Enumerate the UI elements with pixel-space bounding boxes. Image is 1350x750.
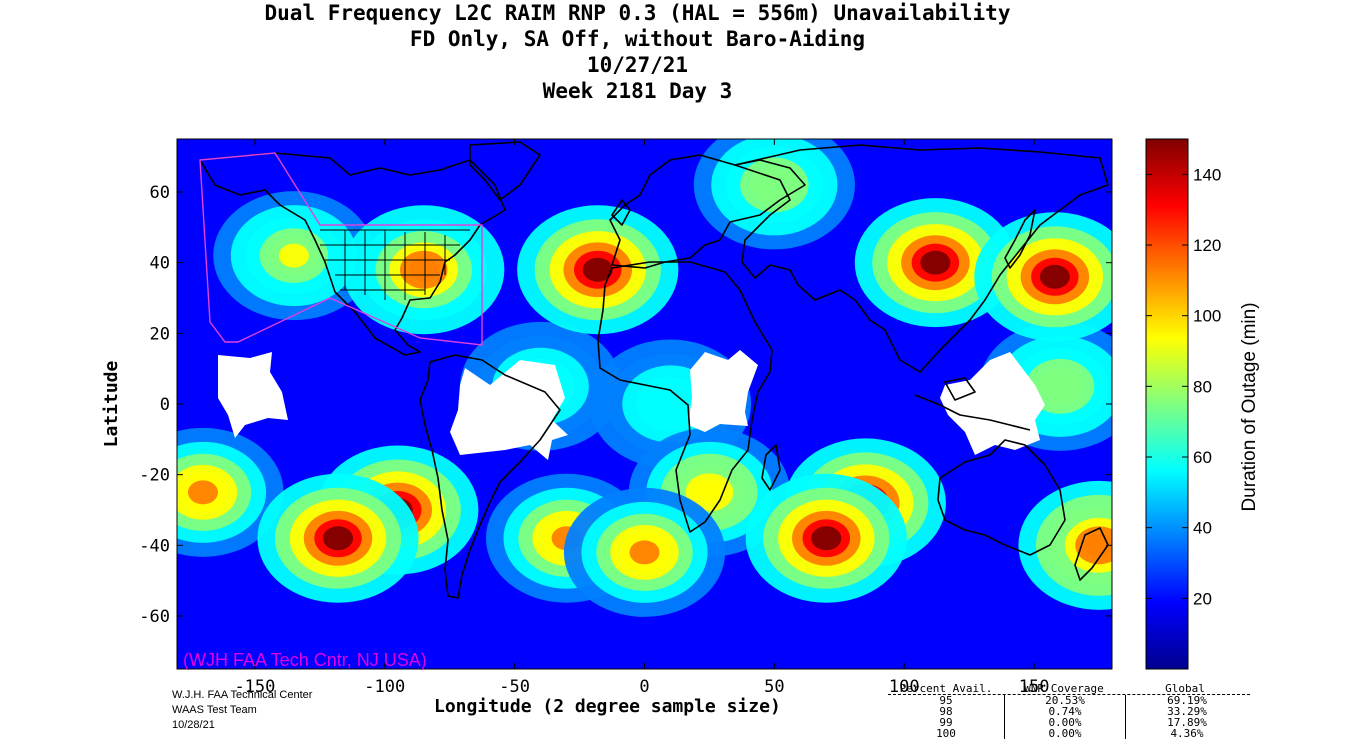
stats-row: 98 0.74% 33.29% (888, 706, 1250, 717)
coastline-europe (609, 154, 806, 269)
stats-header-wnr: WNR Coverage (1024, 682, 1104, 695)
coastline-south-america (419, 354, 561, 599)
coastline-indonesia (914, 377, 1031, 431)
title-line-3: 10/27/21 (586, 53, 689, 77)
y-tick-label: 40 (150, 254, 170, 274)
stats-row: 100 0.00% 4.36% (888, 728, 1250, 739)
stats-cell: 95 (939, 694, 953, 707)
availability-stats-table: Percent Avail. WNR Coverage Global 95 20… (888, 683, 1250, 739)
y-tick-label: -40 (139, 536, 170, 556)
colorbar-tick-label: 40 (1193, 519, 1212, 538)
heatmap (177, 139, 1112, 669)
title-line-1: Dual Frequency L2C RAIM RNP 0.3 (HAL = 5… (264, 1, 1011, 25)
heatmap-hotspot (1039, 264, 1070, 289)
stats-cell: 69.19% (1125, 695, 1248, 706)
stats-cell: 17.89% (1125, 717, 1248, 728)
y-tick-label: -60 (139, 607, 170, 627)
no-data-regions (218, 350, 1045, 460)
coastline-asia (734, 144, 1109, 373)
y-tick-label: 60 (150, 183, 170, 203)
stats-cell: 0.74% (1004, 706, 1125, 717)
heatmap-hotspot (920, 250, 951, 275)
x-tick-label: 100 (889, 677, 920, 697)
coastline-new-zealand (1074, 527, 1109, 581)
coastlines (199, 141, 1109, 599)
stats-cell: 20.53% (1004, 695, 1125, 706)
stats-cell: 98 (939, 705, 953, 718)
chart-title: Dual Frequency L2C RAIM RNP 0.3 (HAL = 5… (0, 0, 1275, 104)
heatmap-hotspot (582, 257, 613, 282)
colorbar-tick-label: 120 (1193, 236, 1221, 255)
x-axis-title: Longitude (2 degree sample size) (434, 696, 781, 717)
colorbar (1145, 138, 1189, 670)
heatmap-hotspot (278, 243, 309, 268)
y-tick-label: 20 (150, 324, 170, 344)
colorbar-tick-label: 60 (1193, 448, 1212, 467)
heatmap-hotspot (323, 526, 354, 551)
y-axis-ticks: 60 40 20 0 -20 -40 -60 (139, 183, 1112, 627)
stats-cell: 4.36% (1125, 728, 1248, 739)
y-axis-title: Latitude (101, 360, 122, 447)
title-line-4: Week 2181 Day 3 (542, 79, 733, 103)
x-tick-label: -50 (499, 677, 530, 697)
stats-cell: 0.00% (1004, 728, 1125, 739)
wnr-region-outline (199, 152, 483, 346)
stats-cell: 100 (936, 727, 956, 740)
x-axis-ticks: -150 -100 -50 0 50 100 150 (234, 139, 1049, 697)
colorbar-ticks: 140 120 100 80 60 40 20 (1146, 165, 1221, 608)
heatmap-hotspot (1045, 374, 1076, 399)
watermark-annotation: (WJH FAA Tech Cntr, NJ USA) (183, 650, 427, 670)
stats-header-row: Percent Avail. WNR Coverage Global (888, 683, 1250, 695)
colorbar-tick-label: 80 (1193, 377, 1212, 396)
x-tick-label: -100 (364, 677, 405, 697)
stats-cell: 99 (939, 716, 953, 729)
x-tick-label: 50 (764, 677, 784, 697)
coastline-africa (597, 261, 773, 533)
colorbar-title: Duration of Outage (min) (1239, 302, 1260, 511)
heatmap-hotspot (694, 480, 725, 505)
y-tick-label: 0 (160, 395, 170, 415)
no-data-region-south-america (450, 360, 568, 460)
coastline-madagascar (761, 444, 781, 491)
heatmap-hotspot (187, 480, 218, 505)
coastline-japan (1004, 209, 1036, 269)
coastline-australia (937, 439, 1066, 556)
footer-line-2: WAAS Test Team (172, 704, 257, 716)
footer-line-3: 10/28/21 (172, 719, 215, 731)
stats-cell: 0.00% (1004, 717, 1125, 728)
no-data-region-indonesia (940, 352, 1045, 455)
coastline-uk (611, 199, 631, 226)
x-tick-label: 150 (1019, 677, 1050, 697)
colorbar-tick-label: 140 (1193, 165, 1221, 184)
title-line-2: FD Only, SA Off, without Baro-Aiding (409, 27, 866, 51)
stats-header-percent: Percent Avail. (899, 682, 993, 695)
heatmap-hotspot (629, 540, 660, 565)
stats-row: 99 0.00% 17.89% (888, 717, 1250, 728)
colorbar-tick-label: 20 (1193, 589, 1212, 608)
heatmap-hotspot (408, 257, 439, 282)
x-tick-label: -150 (234, 677, 275, 697)
footer-credits: W.J.H. FAA Technical Center WAAS Test Te… (172, 688, 312, 733)
heatmap-hotspot (655, 392, 686, 416)
colorbar-tick-label: 100 (1193, 307, 1221, 326)
heatmap-hotspot (811, 526, 842, 551)
stats-header-global: Global (1165, 682, 1205, 695)
stats-cell: 33.29% (1125, 706, 1248, 717)
coastline-greenland (469, 141, 541, 201)
stats-row: 95 20.53% 69.19% (888, 695, 1250, 706)
x-tick-label: 0 (639, 677, 649, 697)
coastline-north-america (199, 152, 506, 356)
no-data-region-pacific (218, 352, 288, 438)
y-tick-label: -20 (139, 466, 170, 486)
us-state-borders (320, 229, 470, 300)
no-data-region-africa (688, 350, 758, 432)
heatmap-hotspot (759, 172, 790, 197)
footer-line-1: W.J.H. FAA Technical Center (172, 689, 313, 701)
